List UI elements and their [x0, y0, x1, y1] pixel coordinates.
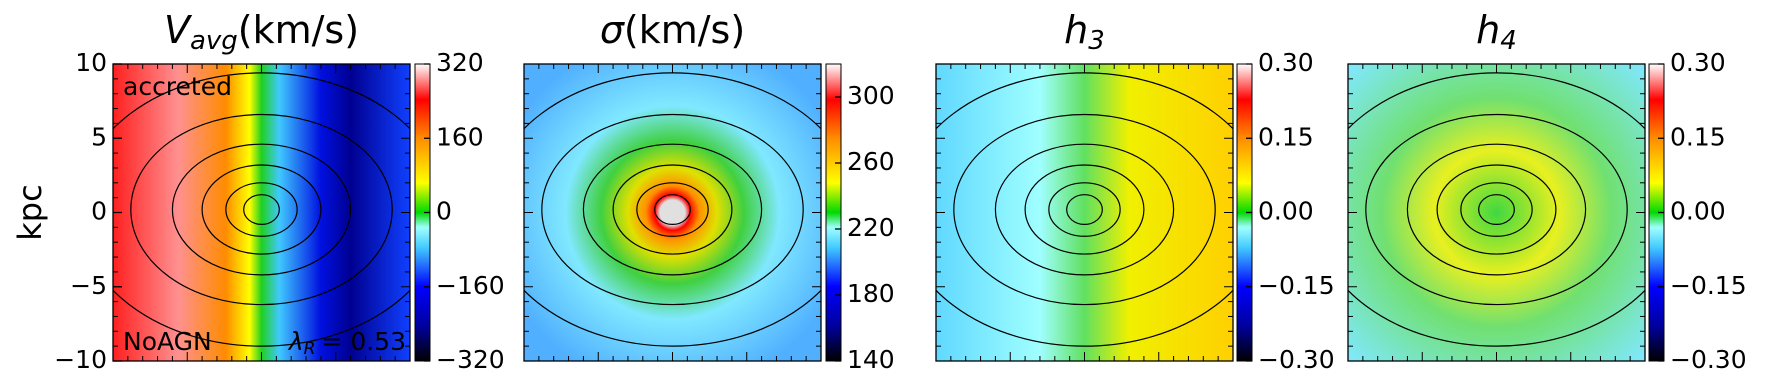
map-image — [524, 64, 821, 361]
map-image — [1348, 64, 1645, 361]
contour — [201, 164, 322, 255]
colorbar-tick-label: −320 — [436, 345, 505, 374]
colorbar — [825, 63, 842, 362]
title-symbol: h — [1064, 8, 1088, 52]
map-image — [113, 64, 410, 361]
title-subscript: 4 — [1500, 26, 1517, 56]
contour — [636, 182, 709, 237]
panel-title: h3 — [1064, 8, 1105, 56]
contour — [130, 113, 393, 306]
colorbar-tick-label: 180 — [847, 279, 895, 308]
colorbar-tick-label: 160 — [436, 122, 484, 151]
contour — [1048, 182, 1121, 237]
panel-title: Vavg(km/s) — [164, 8, 359, 56]
colorbar-tick-label: −0.15 — [1670, 271, 1747, 300]
lambda-subscript: R — [304, 339, 316, 359]
contour — [243, 194, 280, 225]
map — [524, 64, 821, 361]
lambda-text: = 0.53 — [321, 327, 406, 356]
colorbar-tick-label: −160 — [436, 271, 505, 300]
contour — [1460, 182, 1533, 237]
contour — [654, 194, 691, 225]
map-image — [936, 64, 1233, 361]
colorbar-tick-label: 320 — [436, 48, 484, 77]
lambda-annotation: λR = 0.53 — [287, 327, 406, 359]
y-tick-label: −10 — [54, 345, 107, 374]
y-tick-label: 10 — [75, 48, 107, 77]
colorbar-tick-label: 0.30 — [1258, 48, 1314, 77]
contour — [1365, 113, 1628, 306]
colorbar-tick-label: −0.30 — [1258, 345, 1335, 374]
contour — [1406, 143, 1587, 276]
colorbar-tick-label: −0.30 — [1670, 345, 1747, 374]
colorbar-tick-label: 0.15 — [1670, 122, 1726, 151]
contour — [171, 143, 352, 276]
map — [936, 64, 1233, 361]
colorbar-tick-label: 0 — [436, 197, 452, 226]
colorbar-tick-label: 0.00 — [1670, 197, 1726, 226]
title-unit: (km/s) — [238, 8, 359, 52]
panel-title: h4 — [1476, 8, 1517, 56]
colorbar-tick-label: 0.30 — [1670, 48, 1726, 77]
contour — [541, 113, 804, 306]
contour — [994, 143, 1175, 276]
annotation: accreted — [123, 72, 232, 101]
contour — [1436, 164, 1557, 255]
y-tick-label: −5 — [70, 271, 107, 300]
colorbar-tick-label: 260 — [847, 147, 895, 176]
title-symbol: h — [1476, 8, 1500, 52]
contour — [612, 164, 733, 255]
contour — [1478, 194, 1515, 225]
colorbar-tick-label: 0.00 — [1258, 197, 1314, 226]
contour — [1024, 164, 1145, 255]
contour — [1066, 194, 1103, 225]
y-tick-label: 0 — [91, 197, 107, 226]
map — [1348, 64, 1645, 361]
title-symbol: V — [164, 8, 193, 52]
contour — [953, 113, 1216, 306]
colorbar-tick-label: 140 — [847, 345, 895, 374]
panel-title: σ(km/s) — [600, 8, 745, 52]
lambda-symbol: λ — [287, 327, 304, 356]
title-subscript: 3 — [1088, 26, 1105, 56]
map — [113, 64, 410, 361]
colorbar-tick-label: 0.15 — [1258, 122, 1314, 151]
annotation: NoAGN — [123, 327, 212, 356]
title-subscript: avg — [190, 26, 238, 56]
colorbar-tick-label: 220 — [847, 213, 895, 242]
contour — [225, 182, 298, 237]
contour — [582, 143, 763, 276]
title-unit: (km/s) — [624, 8, 745, 52]
y-tick-label: 5 — [91, 122, 107, 151]
colorbar-tick-label: 300 — [847, 81, 895, 110]
title-symbol: σ — [600, 8, 626, 52]
colorbar-tick-label: −0.15 — [1258, 271, 1335, 300]
y-axis-label: kpc — [11, 184, 49, 240]
